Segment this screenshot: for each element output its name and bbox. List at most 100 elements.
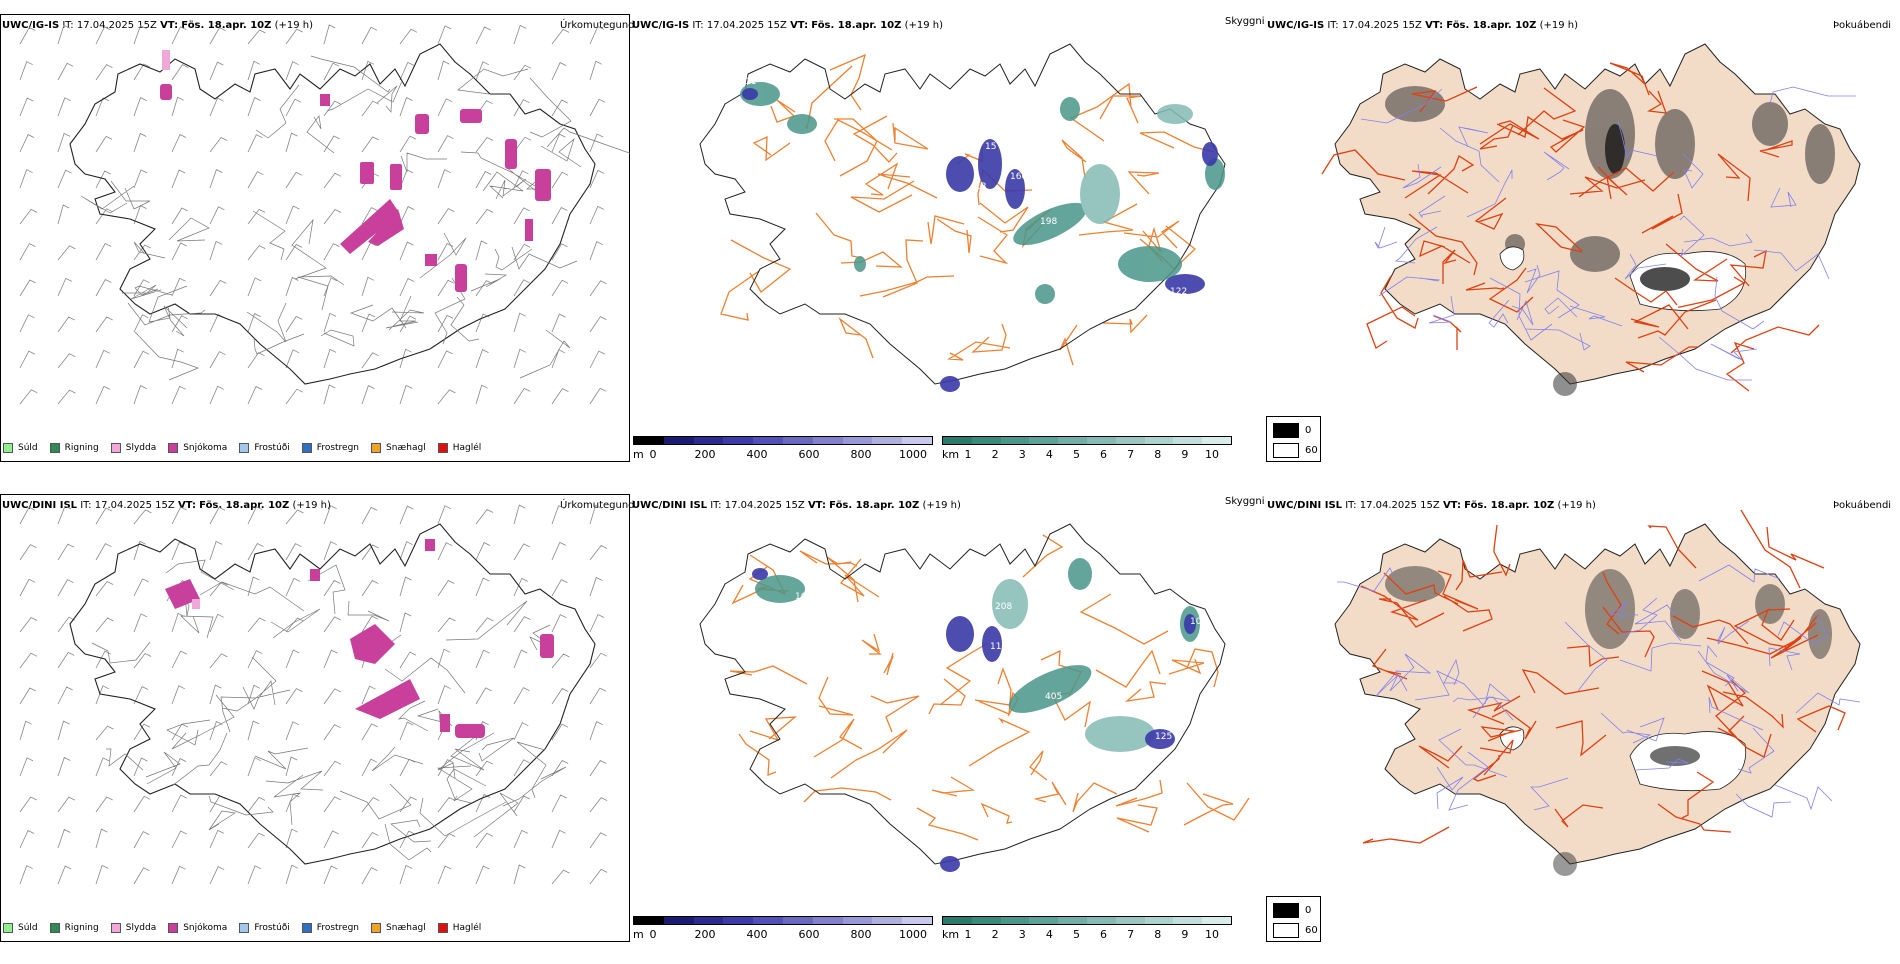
legend-label: Slydda xyxy=(125,923,157,933)
fog-color-high xyxy=(1273,443,1299,458)
colorbar-cell xyxy=(971,917,1001,924)
colorbar-cell xyxy=(1000,917,1030,924)
colorbar-tick: 7 xyxy=(1127,448,1135,461)
legend-label: Súld xyxy=(18,923,38,933)
road-lines xyxy=(729,534,1250,841)
colorbar-cell xyxy=(663,917,694,924)
colorbar-cell xyxy=(723,437,754,444)
vt-value: Fös. 18.apr. 10Z xyxy=(199,500,290,511)
it-label: IT: xyxy=(1327,20,1339,31)
legend-label: Snjókoma xyxy=(183,923,228,933)
model-name: UWC/IG-IS xyxy=(2,20,60,31)
vt-value: Fös. 18.apr. 10Z xyxy=(829,500,920,511)
cloud-base-colorbar: m 0 200 400 600 800 1000 xyxy=(633,436,933,462)
map-value-label: 130 xyxy=(1205,267,1222,277)
map-value-labels: 11 13 108 15 198 122 130 109 160 xyxy=(745,77,1222,297)
precip-panel-frame xyxy=(0,14,630,462)
colorbar-cell xyxy=(782,437,813,444)
legend-item: Snæhagl xyxy=(371,923,426,933)
colorbar-tick: 10 xyxy=(1205,448,1219,461)
colorbar-tick: 400 xyxy=(746,448,768,461)
colorbar-tick: 800 xyxy=(850,448,872,461)
vt-value: Fös. 18.apr. 10Z xyxy=(1446,20,1537,31)
legend-swatch xyxy=(110,443,121,453)
colorbar-tick: 0 xyxy=(649,448,657,461)
wind-barb-path xyxy=(19,504,608,885)
legend-item: Frostregn xyxy=(301,443,359,453)
legend-label: Rigning xyxy=(64,443,99,453)
colorbar-tick: 9 xyxy=(1181,448,1189,461)
colorbar-cell xyxy=(943,437,972,444)
visibility-colorbar: km 1 2 3 4 5 6 7 8 9 10 xyxy=(942,436,1232,462)
snow-areas xyxy=(165,539,554,738)
colorbar-cell xyxy=(902,437,932,444)
vt-label: VT: xyxy=(1425,20,1444,31)
fog-shading xyxy=(1385,86,1835,396)
vt-label: VT: xyxy=(807,500,826,511)
wind-barbs xyxy=(19,24,607,405)
colorbar-tick: 0 xyxy=(649,928,657,941)
lead-time: (+19 h) xyxy=(904,20,943,31)
colorbar-tick: 200 xyxy=(694,928,716,941)
colorbar-cell xyxy=(1058,437,1087,444)
vt-value: Fös. 18.apr. 10Z xyxy=(811,20,902,31)
precip-map xyxy=(19,504,608,885)
legend-label: Frostúði xyxy=(254,443,290,453)
fog-legend: 0 60 xyxy=(1266,416,1321,462)
iceland-coastline xyxy=(699,523,1226,865)
colorbar-cell xyxy=(1202,437,1231,444)
it-value: 17.04.2025 15Z xyxy=(724,500,805,511)
cloud-base-unit: m xyxy=(633,448,644,461)
legend-label: Rigning xyxy=(64,923,99,933)
colorbar-tick: 6 xyxy=(1100,928,1108,941)
it-value: 17.04.2025 15Z xyxy=(76,20,157,31)
fog-map xyxy=(1321,43,1861,396)
iceland-coastline xyxy=(69,523,596,865)
it-value: 17.04.2025 15Z xyxy=(1359,500,1440,511)
colorbar-cell xyxy=(1173,437,1203,444)
lead-time: (+19 h) xyxy=(292,500,331,511)
colorbar-cell xyxy=(753,437,783,444)
fog-index-panel: UWC/IG-IS IT: 17.04.2025 15Z VT: Fös. 18… xyxy=(1265,14,1895,484)
map-value-label: 109 xyxy=(820,107,837,117)
colorbar-tick: 5 xyxy=(1072,448,1080,461)
cloud-visibility-panel: UWC/DINI ISL IT: 17.04.2025 15Z VT: Fös.… xyxy=(630,494,1265,964)
it-value: 17.04.2025 15Z xyxy=(1341,20,1422,31)
legend-item: Rigning xyxy=(49,923,99,933)
colorbar-tick: 200 xyxy=(694,448,716,461)
legend-item: Haglél xyxy=(437,923,482,933)
colorbar-cell xyxy=(1173,917,1203,924)
fog-index-panel: UWC/DINI ISL IT: 17.04.2025 15Z VT: Fös.… xyxy=(1265,494,1895,964)
lead-time: (+19 h) xyxy=(274,20,313,31)
map-value-label: 11 xyxy=(745,77,756,87)
panel-header: UWC/IG-IS IT: 17.04.2025 15Z VT: Fös. 18… xyxy=(632,20,943,31)
legend-label: Haglél xyxy=(452,923,482,933)
iceland-coastline xyxy=(69,43,596,385)
panel-header: UWC/IG-IS IT: 17.04.2025 15Z VT: Fös. 18… xyxy=(2,20,313,31)
iceland-coastline xyxy=(699,43,1226,385)
precip-type-panel: UWC/DINI ISL IT: 17.04.2025 15Z VT: Fös.… xyxy=(0,494,635,964)
colorbar-cell xyxy=(634,917,664,924)
panel-title: Þokuábendi xyxy=(1833,500,1892,511)
visibility-unit: km xyxy=(942,928,960,941)
colorbar-tick: 4 xyxy=(1045,928,1053,941)
colorbar-cell xyxy=(634,437,664,444)
legend-label: Súld xyxy=(18,443,38,453)
road-path xyxy=(80,55,630,381)
colorbar-cell xyxy=(812,917,843,924)
colorbar-tick: 1 xyxy=(964,928,972,941)
colorbar-tick: 8 xyxy=(1154,448,1162,461)
panel-header: UWC/DINI ISL IT: 17.04.2025 15Z VT: Fös.… xyxy=(2,500,331,511)
wind-barb-path xyxy=(19,24,607,405)
colorbar-tick: 2 xyxy=(991,448,999,461)
colorbar-tick: 1 xyxy=(964,448,972,461)
colorbar-cell xyxy=(723,917,754,924)
map-value-label: 15 xyxy=(985,142,996,152)
colorbar-cell xyxy=(1115,917,1145,924)
model-name: UWC/DINI ISL xyxy=(1267,500,1343,511)
colorbar-tick: 3 xyxy=(1018,448,1026,461)
fog-map xyxy=(1334,509,1861,876)
it-label: IT: xyxy=(80,500,92,511)
cloud-base-areas xyxy=(752,568,1196,872)
cloud-base-areas xyxy=(742,88,1218,392)
